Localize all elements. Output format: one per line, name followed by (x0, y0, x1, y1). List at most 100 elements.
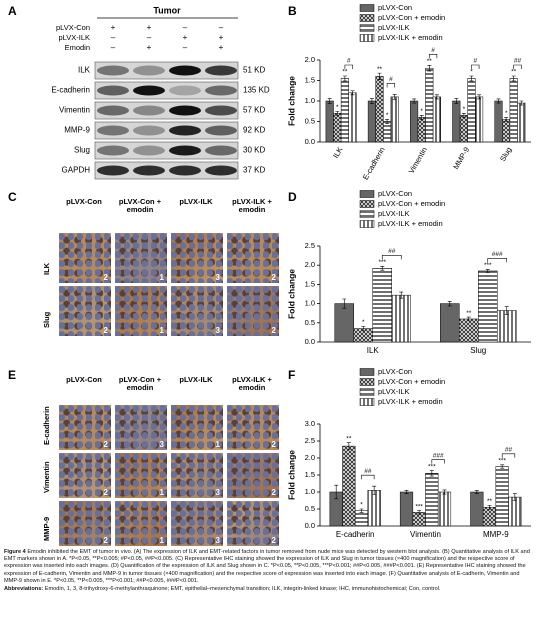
abbr-label: Abbreviations: (4, 586, 44, 593)
legend-label: pLVX-Con + emodin (378, 377, 445, 386)
bar (496, 310, 517, 343)
significance-label: * (505, 110, 508, 117)
column-header: pLVX-Con (66, 197, 102, 206)
legend-label: pLVX-ILK (378, 23, 410, 32)
ihc-image: 1 (170, 404, 224, 451)
bar (432, 96, 441, 143)
ihc-score: 2 (271, 273, 276, 282)
condition-sign: – (111, 43, 116, 52)
column-header: pLVX-ILK + emodin (232, 375, 272, 392)
blot-band (169, 165, 201, 176)
ihc-score: 1 (159, 273, 164, 282)
error-bar (412, 98, 417, 104)
error-bar (511, 75, 516, 82)
blot-band (97, 165, 129, 176)
error-bar (474, 490, 479, 494)
ihc-image: 1 (114, 285, 168, 337)
condition-sign: + (219, 43, 224, 52)
y-tick-label: 3.0 (305, 419, 315, 428)
ihc-score: 1 (215, 440, 220, 449)
blot-band (169, 145, 201, 156)
ihc-score: 3 (215, 273, 220, 282)
bar (410, 100, 419, 143)
x-tick-label: E-cadherin (336, 530, 375, 539)
bar (340, 78, 349, 143)
legend-swatch (359, 4, 375, 12)
bracket-label: ## (388, 248, 396, 255)
bracket-label: ## (514, 58, 522, 65)
error-bar (461, 113, 466, 118)
column-header: pLVX-ILK (179, 197, 213, 206)
significance-label: *** (498, 458, 506, 465)
blot-strip (94, 81, 239, 100)
blot-band (205, 165, 237, 176)
ihc-score: 2 (103, 440, 108, 449)
panel-letter: B (288, 4, 297, 18)
bracket (386, 83, 395, 88)
ihc-score: 2 (103, 326, 108, 335)
ihc-score: 3 (159, 440, 164, 449)
significance-label: *** (415, 503, 423, 510)
ihc-image: 2 (58, 404, 112, 451)
blot-title: Tumor (153, 5, 181, 15)
bracket (471, 64, 480, 69)
error-bar (512, 493, 517, 501)
panel-letter: F (288, 368, 295, 382)
caption-body: Figure 4 Emodin inhibited the EMT of tum… (4, 549, 533, 585)
bar (348, 92, 357, 143)
error-bar (350, 90, 355, 96)
blot-band (205, 105, 237, 116)
row-label: MMP-9 (42, 516, 51, 541)
protein-size: 37 KD (243, 166, 265, 175)
y-tick-label: 0.0 (305, 137, 315, 146)
bar (390, 96, 399, 143)
condition-sign: – (219, 23, 224, 32)
significance-label: * (362, 319, 365, 326)
column-header: pLVX-ILK (179, 375, 213, 384)
error-bar (454, 98, 459, 104)
bracket (513, 64, 522, 69)
ihc-image: 2 (58, 500, 112, 547)
blot-band (169, 105, 201, 116)
ihc-score: 2 (271, 536, 276, 545)
legend-swatch (359, 368, 375, 376)
bracket-label: ### (492, 251, 503, 258)
row-label: Slug (42, 311, 51, 328)
y-tick-label: 2.5 (305, 436, 315, 445)
error-bar (335, 110, 340, 116)
bracket-label: # (431, 47, 435, 54)
ihc-image: 2 (58, 285, 112, 337)
error-bar (377, 72, 382, 80)
bar (495, 466, 509, 527)
protein-size: 135 KD (243, 86, 270, 95)
significance-label: * (420, 108, 423, 115)
ihc-image: 2 (58, 452, 112, 499)
error-bar (369, 98, 374, 104)
column-header: pLVX-Con + emodin (118, 375, 162, 392)
significance-label: ** (377, 66, 383, 73)
legend-swatch (359, 210, 375, 218)
ihc-image: 2 (226, 500, 280, 547)
condition-sign: – (111, 33, 116, 42)
legend-label: pLVX-ILK (378, 209, 410, 218)
protein-label: MMP-9 (64, 126, 90, 135)
bar (425, 67, 434, 143)
bracket (344, 64, 353, 69)
significance-label: *** (484, 262, 492, 269)
panel-letter: D (288, 190, 297, 204)
ihc-panel: E pLVX-Con pLVX-Con + emodin pLVX-ILK pLVX-… (0, 364, 280, 548)
panel-letter: E (8, 368, 17, 382)
error-bar (342, 75, 347, 82)
ihc-image: 2 (226, 404, 280, 451)
ihc-image: 1 (114, 500, 168, 547)
legend-swatch (359, 220, 375, 228)
blot-band (169, 85, 201, 96)
ihc-score: 1 (159, 326, 164, 335)
row-label: E-cadherin (42, 405, 51, 445)
bar (467, 78, 476, 143)
condition-label: pLVX-ILK (58, 33, 90, 42)
blot-band (133, 105, 165, 116)
blot-strip (94, 61, 239, 80)
